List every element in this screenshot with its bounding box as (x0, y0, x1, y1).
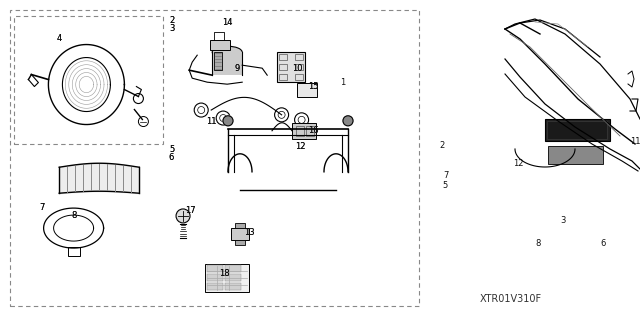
Text: 1: 1 (340, 78, 345, 87)
Text: 18: 18 (219, 269, 229, 278)
Text: 6: 6 (169, 153, 174, 162)
Bar (306, 126, 314, 136)
Text: 2: 2 (169, 16, 174, 25)
Text: 2: 2 (169, 16, 174, 25)
Text: 5: 5 (442, 181, 447, 189)
Bar (297, 83, 317, 97)
Bar (292, 123, 316, 139)
Text: 10: 10 (292, 64, 303, 73)
Text: 3: 3 (169, 24, 174, 33)
Text: 7: 7 (444, 171, 449, 180)
Bar (225, 273, 241, 280)
Circle shape (223, 116, 233, 126)
Bar (207, 264, 223, 271)
Bar (207, 283, 223, 290)
Bar (212, 52, 242, 75)
Text: 7: 7 (39, 203, 44, 212)
Bar (279, 74, 287, 80)
Bar (295, 64, 303, 70)
Text: 8: 8 (71, 211, 76, 220)
Bar (279, 54, 287, 60)
Text: 8: 8 (535, 239, 540, 248)
Text: 17: 17 (186, 206, 196, 215)
Bar (14, 16, 163, 144)
Text: 16: 16 (308, 126, 319, 135)
Text: 10: 10 (292, 64, 303, 73)
Bar (295, 54, 303, 60)
Text: 18: 18 (219, 269, 229, 278)
Text: 11: 11 (206, 117, 216, 126)
Text: 14: 14 (222, 18, 232, 27)
Text: 15: 15 (308, 82, 319, 91)
Text: 6: 6 (600, 239, 605, 248)
Text: 4: 4 (56, 34, 61, 43)
Bar (545, 119, 610, 141)
Text: 5: 5 (169, 145, 174, 154)
Bar (277, 52, 305, 82)
Bar (207, 273, 223, 280)
Bar (295, 74, 303, 80)
Text: 11: 11 (206, 117, 216, 126)
Text: 5: 5 (169, 145, 174, 154)
Circle shape (343, 116, 353, 126)
Text: 9: 9 (234, 64, 239, 73)
Text: 17: 17 (186, 206, 196, 215)
Bar (548, 146, 603, 164)
Text: 12: 12 (296, 142, 306, 151)
Bar (279, 64, 287, 70)
Ellipse shape (212, 46, 242, 58)
Bar (231, 227, 249, 240)
Bar (296, 126, 304, 136)
Text: 7: 7 (39, 203, 44, 212)
Text: 2: 2 (439, 141, 444, 150)
Bar (235, 240, 245, 244)
Text: 12: 12 (296, 142, 306, 151)
Text: 3: 3 (561, 216, 566, 225)
Text: 3: 3 (169, 24, 174, 33)
Text: 6: 6 (169, 153, 174, 162)
Bar (225, 283, 241, 290)
Bar (10, 10, 419, 306)
Text: 13: 13 (244, 228, 255, 237)
Bar (210, 40, 230, 50)
Bar (225, 264, 241, 271)
Text: 8: 8 (71, 211, 76, 220)
Bar (68, 247, 79, 256)
Text: 9: 9 (234, 64, 239, 73)
Bar (205, 263, 249, 292)
Circle shape (176, 209, 190, 223)
Text: 15: 15 (308, 82, 319, 91)
Text: 4: 4 (56, 34, 61, 43)
Text: 12: 12 (513, 159, 524, 168)
Text: 16: 16 (308, 126, 319, 135)
Bar (547, 121, 607, 139)
Text: 13: 13 (244, 228, 255, 237)
Bar (235, 223, 245, 227)
Text: 14: 14 (222, 18, 232, 27)
Bar (214, 52, 221, 70)
Text: XTR01V310F: XTR01V310F (479, 294, 542, 304)
Text: 11: 11 (630, 137, 640, 146)
